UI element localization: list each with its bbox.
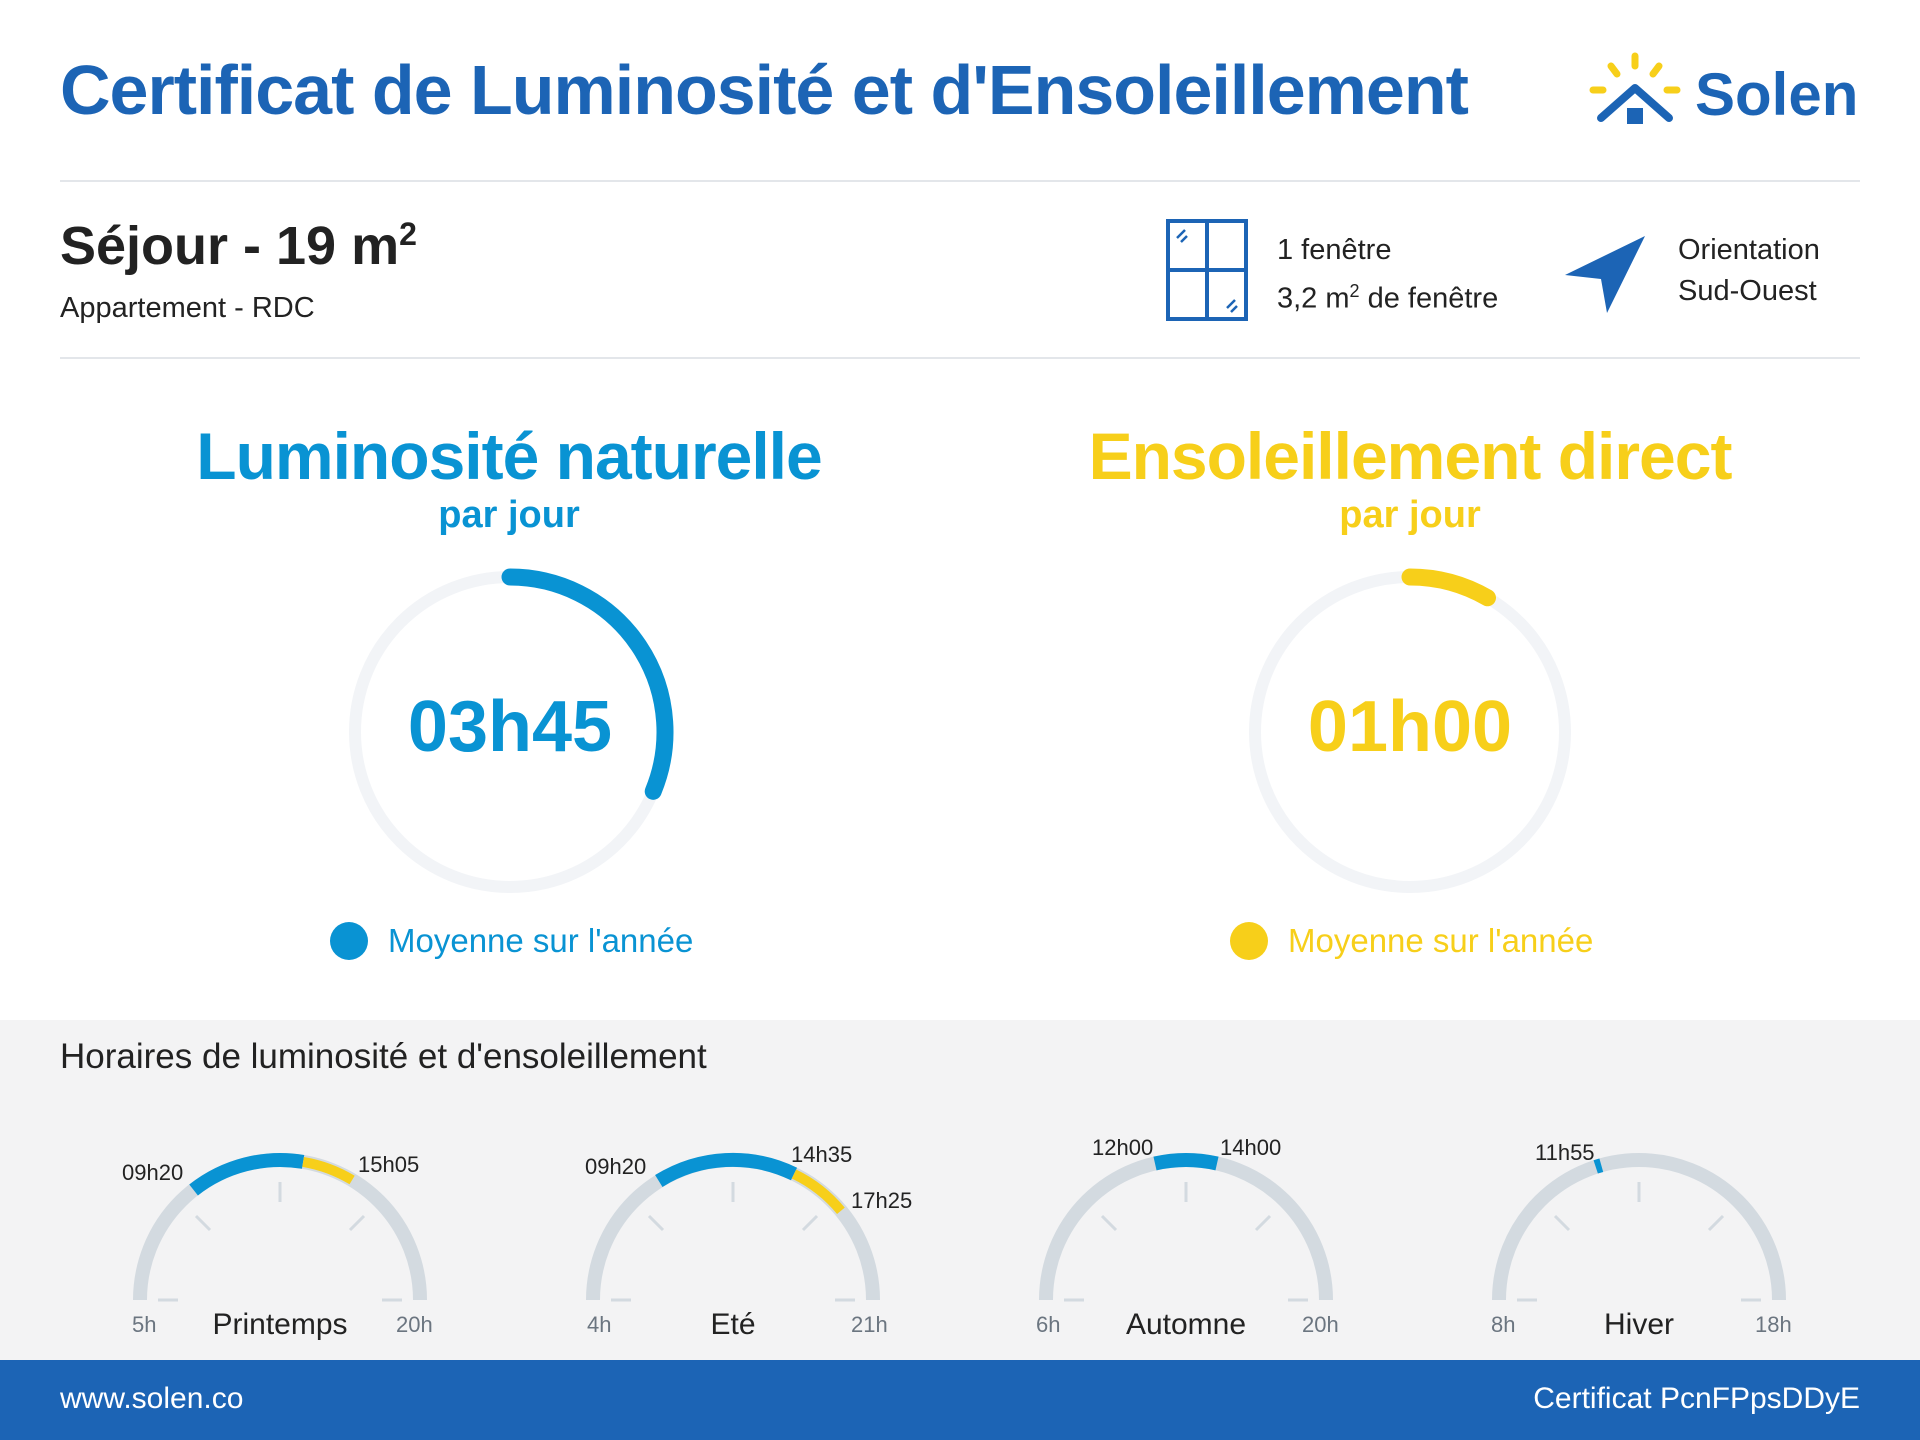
season-name: Eté [710,1308,756,1341]
solen-logo[interactable]: Solen [1585,50,1865,140]
logo-text: Solen [1695,61,1859,128]
room-title: Séjour - 19 m2 [60,215,417,277]
window-area-exp: 2 [1349,281,1360,301]
luminosity-gauge [349,568,674,893]
season-gauge [1492,1153,1786,1302]
season-name: Hiver [1603,1308,1674,1341]
room-name: Séjour - 19 m [60,216,400,276]
range-start: 8h [1491,1312,1516,1337]
time-start: 11h55 [1535,1140,1595,1165]
room-subtitle: Appartement - RDC [60,292,315,324]
window-count: 1 fenêtre [1277,234,1392,266]
luminosity-title: Luminosité naturelle [196,419,822,493]
range-start: 4h [587,1312,612,1337]
season-gauge [586,1152,880,1302]
orientation-value: Sud-Ouest [1678,275,1817,307]
season-name: Automne [1125,1308,1247,1341]
orientation-arrow-icon [1563,233,1647,320]
sunshine-value: 01h00 [1307,687,1513,767]
sunshine-title: Ensoleillement direct [1088,419,1733,493]
window-icon [1165,218,1249,327]
time-middle: 14h00 [1220,1135,1282,1160]
legend-label: Moyenne sur l'année [1288,922,1594,959]
range-end: 21h [851,1312,888,1337]
sunshine-arc [1401,568,1496,607]
luminosity-legend: Moyenne sur l'année [330,922,693,960]
schedule-panel [0,1020,1920,1360]
window-area: 3,2 m2 de fenêtre [1277,271,1498,320]
time-middle: 15h05 [358,1152,420,1177]
certificate-id: Certificat PcnFPpsDDyE [1533,1382,1860,1415]
page-title: Certificat de Luminosité et d'Ensoleille… [60,51,1469,129]
season-ete: 09h20 14h35 17h25 4h 21h Eté [553,1130,913,1350]
time-end: 17h25 [851,1188,913,1213]
sunshine-legend: Moyenne sur l'année [1230,922,1593,960]
sunshine-subtitle: par jour [1339,494,1481,536]
room-area-exp: 2 [399,216,417,252]
season-automne: 12h00 14h00 6h 20h Automne [1006,1130,1366,1350]
luminosity-value: 03h45 [407,687,613,767]
window-area-suffix: de fenêtre [1359,282,1499,315]
range-end: 20h [1302,1312,1339,1337]
season-printemps: 09h20 15h05 5h 20h Printemps [100,1130,460,1350]
orientation-label: Orientation [1678,234,1820,266]
time-middle: 14h35 [791,1142,853,1167]
season-hiver: 11h55 8h 18h Hiver [1459,1130,1819,1350]
legend-label: Moyenne sur l'année [388,922,694,959]
sunshine-gauge [1249,568,1571,893]
sun-house-icon [1589,52,1681,124]
footer-url[interactable]: www.solen.co [60,1382,244,1415]
schedule-title: Horaires de luminosité et d'ensoleilleme… [60,1037,707,1076]
range-start: 6h [1036,1312,1061,1337]
time-start: 12h00 [1092,1135,1154,1160]
divider [60,357,1860,359]
orientation-info: Orientation Sud-Ouest [1678,230,1820,312]
legend-dot [330,922,368,960]
season-gauge [133,1153,427,1302]
window-area-value: 3,2 m [1277,282,1350,315]
season-gauge [1039,1153,1333,1302]
time-start: 09h20 [122,1160,184,1185]
luminosity-subtitle: par jour [438,494,580,536]
luminosity-arc [501,568,674,800]
time-start: 09h20 [585,1154,647,1179]
divider [60,180,1860,182]
footer-bar [0,1360,1920,1440]
range-end: 18h [1755,1312,1792,1337]
window-info: 1 fenêtre 3,2 m2 de fenêtre [1277,230,1498,320]
legend-dot [1230,922,1268,960]
range-end: 20h [396,1312,433,1337]
season-name: Printemps [212,1308,348,1341]
range-start: 5h [132,1312,157,1337]
